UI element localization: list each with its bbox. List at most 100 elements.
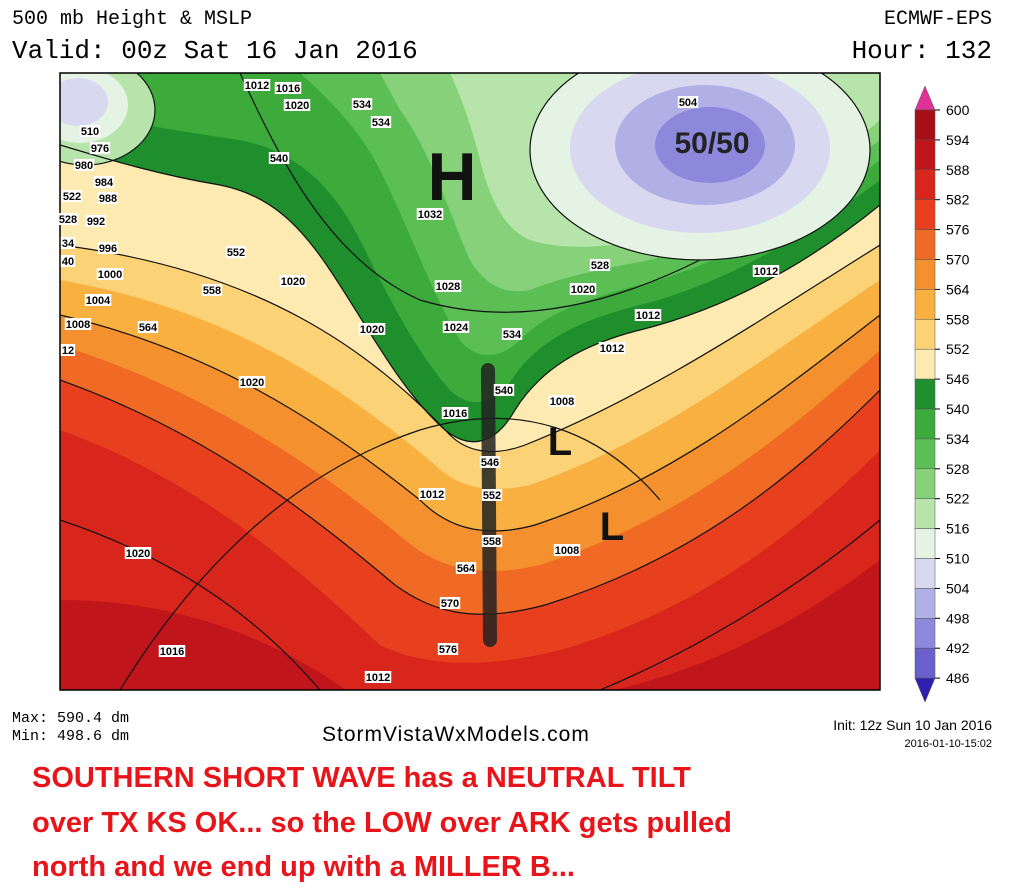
contour-label: 558 xyxy=(203,285,221,297)
contour-label-box xyxy=(60,237,76,249)
colorbar: 600 594 588 582 576 570 564 558 552 546 540 534 528 5… xyxy=(914,85,970,703)
contour-label: 1020 xyxy=(360,324,384,336)
colorbar-segment xyxy=(914,618,936,649)
colorbar-label: 546 xyxy=(946,371,970,387)
colorbar-segment xyxy=(914,319,936,350)
contour-label-box xyxy=(279,275,307,287)
colorbar-label: 486 xyxy=(946,670,970,686)
contour-label-box xyxy=(201,284,223,296)
contour-label: 576 xyxy=(439,644,457,656)
colorbar-label: 540 xyxy=(946,401,970,417)
high-pressure-label: H xyxy=(427,139,476,215)
contour-label-box xyxy=(60,255,76,267)
colorbar-segment xyxy=(914,229,936,260)
contour-label-box xyxy=(548,395,576,407)
contour-label-box xyxy=(553,544,581,556)
contour-label: 552 xyxy=(483,490,501,502)
colorbar-label: 564 xyxy=(946,281,970,297)
contour-label-box xyxy=(238,376,266,388)
max-value: Max: 590.4 dm xyxy=(12,710,129,727)
annotation-line: SOUTHERN SHORT WAVE has a NEUTRAL TILT xyxy=(32,762,691,794)
colorbar-segment xyxy=(914,259,936,290)
valid-time: Valid: 00z Sat 16 Jan 2016 xyxy=(12,36,418,66)
colorbar-label: 510 xyxy=(946,551,970,567)
contour-label-box xyxy=(268,152,290,164)
colorbar-label: 594 xyxy=(946,132,970,148)
colorbar-label: 516 xyxy=(946,521,970,537)
site-name: StormVistaWxModels.com xyxy=(322,723,590,746)
contour-label: 510 xyxy=(81,126,99,138)
colorbar-segment xyxy=(914,289,936,320)
colorbar-label: 558 xyxy=(946,311,970,327)
feature-label: 50/50 xyxy=(674,127,749,160)
colorbar-segment xyxy=(914,647,936,679)
low-pressure-label: L xyxy=(600,505,624,549)
contour-label: 1016 xyxy=(276,83,300,95)
colorbar-segment xyxy=(914,438,936,470)
contour-label: 1008 xyxy=(550,396,574,408)
contour-label: 540 xyxy=(270,153,288,165)
colorbar-label: 504 xyxy=(946,580,970,596)
contour-label-box xyxy=(441,407,469,419)
colorbar-label: 582 xyxy=(946,192,970,208)
contour-label-box xyxy=(677,96,699,108)
contour-label: 546 xyxy=(481,457,499,469)
contour-label-box xyxy=(416,208,444,220)
annotation-line: north and we end up with a MILLER B... xyxy=(32,851,575,883)
contour-label-box xyxy=(60,344,76,356)
colorbar-segment xyxy=(914,588,936,619)
contour-label-box xyxy=(85,215,107,227)
contour-label: 570 xyxy=(441,598,459,610)
contour-label: 534 xyxy=(372,117,391,129)
contour-label-box xyxy=(73,159,95,171)
colorbar-segment xyxy=(914,528,936,559)
contour-label-box xyxy=(418,488,446,500)
colorbar-label: 600 xyxy=(946,102,970,118)
contour-label-box xyxy=(442,321,470,333)
contour-label-box xyxy=(479,456,501,468)
colorbar-arrow-bottom xyxy=(914,677,936,703)
init-time: Init: 12z Sun 10 Jan 2016 xyxy=(833,717,992,733)
contour-label: 1004 xyxy=(86,295,111,307)
contour-label-box xyxy=(589,259,611,271)
contour-label: 992 xyxy=(87,216,105,228)
colorbar-label: 534 xyxy=(946,431,970,447)
contour-label: 504 xyxy=(679,97,698,109)
colorbar-segment xyxy=(914,558,936,589)
contour-label-box xyxy=(569,283,597,295)
contour-label-box xyxy=(61,190,83,202)
contour-label: 528 xyxy=(59,214,77,226)
colorbar-segment xyxy=(914,378,936,410)
contour-label: 1012 xyxy=(636,310,660,322)
contour-label-box xyxy=(97,192,119,204)
contour-label: 976 xyxy=(91,143,109,155)
contour-label: 1020 xyxy=(571,284,595,296)
contour-label: 1032 xyxy=(418,209,442,221)
contour-label-box xyxy=(481,535,503,547)
contour-label: 1012 xyxy=(245,80,269,92)
contour-label: 1012 xyxy=(754,266,778,278)
colorbar-segment xyxy=(914,408,936,440)
contour-label-box xyxy=(96,268,124,280)
contour-label-box xyxy=(283,99,311,111)
contour-label: 558 xyxy=(483,536,501,548)
contour-label: 1020 xyxy=(126,548,150,560)
contour-label: 988 xyxy=(99,193,117,205)
contour-label-box xyxy=(455,562,477,574)
map-frame xyxy=(59,72,881,691)
contour-label-box xyxy=(93,176,115,188)
annotation-line: over TX KS OK... so the LOW over ARK get… xyxy=(32,807,732,839)
low-pressure-label: L xyxy=(548,420,572,464)
contour-label: 1020 xyxy=(281,276,305,288)
colorbar-arrow-top xyxy=(914,85,936,111)
contour-label: 534 xyxy=(353,99,372,111)
colorbar-segment xyxy=(914,348,936,380)
colorbar-segment xyxy=(914,199,936,230)
band xyxy=(60,78,108,126)
contour-label-box xyxy=(364,671,392,683)
band xyxy=(655,107,765,183)
contour-label-box xyxy=(370,116,392,128)
